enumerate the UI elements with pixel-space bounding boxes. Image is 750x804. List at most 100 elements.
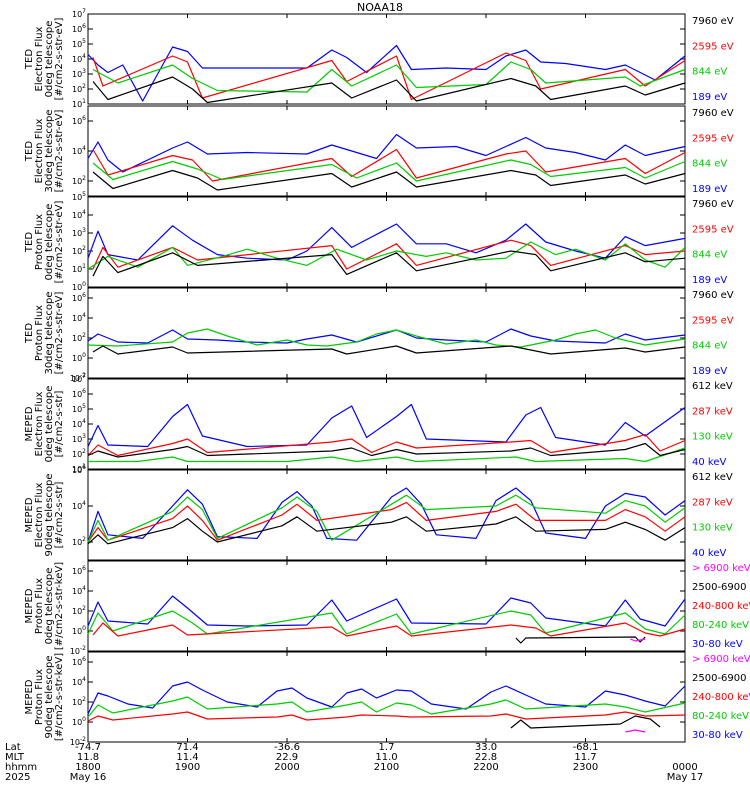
legend-entry: 80-240 keV [692,620,749,631]
series-line-3 [92,159,686,182]
y-axis-label-line: Electron Flux [34,118,45,183]
y-tick-label: 100 [72,625,86,636]
footer-lat-value: -68.1 [573,742,599,753]
legend-entry: 844 eV [692,67,727,78]
legend-entry: 130 keV [692,523,733,534]
y-tick-label: 104 [72,145,86,156]
y-axis-label-line: TED [24,323,35,344]
series-line-1 [87,595,686,627]
y-axis-label-line: [#/cm2-s-str] [54,481,65,548]
footer-date-value: May 16 [70,772,107,783]
y-tick-label: 102 [72,332,86,343]
footer-mlt-value: 22.9 [276,752,298,763]
series-line-3 [88,447,686,463]
footer-date-value: May 17 [667,772,704,783]
y-tick-label: 106 [72,464,86,475]
legend-entry: 844 eV [692,159,727,170]
series-line-2 [87,328,686,348]
y-tick-label: 100 [72,281,86,292]
y-tick-label: 102 [72,696,86,707]
series-line-3 [87,711,686,722]
footer-lat-value: -74.7 [75,742,101,753]
y-axis-label-line: Electron Flux [34,482,45,547]
y-axis-label-line: 90deg telescope [44,473,55,556]
panel-frame [87,13,686,105]
panel-7: 10-2 100 102 104 106 MEPED Proton Flux 0deg tel… [24,560,750,656]
legend-entry: 2500-6900 [692,673,747,684]
legend-entry: 7960 eV [692,199,734,210]
y-tick-label: 104 [72,418,86,429]
y-axis-label-line: 0deg telescope [44,568,55,645]
y-axis-label-line: Proton Flux [34,214,45,270]
legend-entry: > 6900 keV [692,563,750,574]
y-tick-label: 102 [72,448,86,459]
y-tick-label: 104 [72,312,86,323]
y-axis-label-line: [#/cm2-s-str-keV] [54,562,65,650]
legend-entry: 240-800 keV [692,692,750,703]
y-tick-label: 10-2 [70,736,86,747]
y-tick-label: 107 [72,373,86,384]
series-line-2 [92,52,686,101]
footer-lat-value: 71.4 [176,742,198,753]
panel-frame [87,651,686,743]
series-line-4 [510,715,661,729]
series-line-1 [87,487,686,543]
footer-hhmm-value: 2200 [473,762,498,773]
footer-mlt-value: 11.8 [77,752,99,763]
y-tick-label: 102 [72,83,86,94]
series-line-2 [92,148,686,182]
y-axis-label-line: TED [24,232,35,253]
legend-entry: 2595 eV [692,41,734,52]
series-line-3 [87,494,686,543]
series-line-4 [92,76,686,104]
series-line-2 [87,610,686,635]
series-line-1 [87,223,686,261]
y-axis-label-line: Electron Flux [34,26,45,91]
footer-hhmm-value: 1800 [75,762,100,773]
legend-entry: 189 eV [692,366,727,377]
y-axis-label-line: Proton Flux [34,305,45,361]
legend-entry: 189 eV [692,275,727,286]
y-tick-label: 101 [72,263,86,274]
y-tick-label: 100 [72,352,86,363]
y-tick-label: 106 [72,656,86,667]
panel-3: 100 101 102 103 104 105 TED Proton Flux 0deg tel… [24,191,734,292]
legend-entry: 2595 eV [692,224,734,235]
y-axis-label-line: [#/cm2-s-str-eV] [54,110,65,193]
series-line-1 [87,681,686,715]
panel-5: 101 102 103 104 105 106 107 MEPED Electron Flux 0… [24,373,733,474]
footer-row-label: hhmm [5,762,37,773]
series-line-3 [92,61,686,93]
y-tick-label: 102 [72,175,86,186]
y-tick-label: 105 [72,403,86,414]
y-tick-label: 105 [72,191,86,202]
series-line-3 [92,622,686,637]
y-axis-label-line: [#/cm2-s-str] [54,390,65,457]
legend-entry: 287 keV [692,497,733,508]
y-axis-label-line: Electron Flux [34,391,45,456]
y-tick-label: 105 [72,38,86,49]
y-axis-label-line: Proton Flux [34,669,45,725]
y-tick-label: 10-2 [70,645,86,656]
legend-entry: 189 eV [692,92,727,103]
legend-entry: 612 keV [692,381,733,392]
legend-entry: 2500-6900 [692,582,747,593]
y-tick-label: 104 [72,209,86,220]
legend-entry: 30-80 keV [692,730,743,741]
footer-mlt-value: 11.0 [375,752,397,763]
legend-entry: 30-80 keV [692,639,743,650]
footer-mlt-value: 11.7 [574,752,596,763]
series-line-5 [630,638,646,642]
legend-entry: > 6900 keV [692,654,750,665]
y-axis-label-line: 90deg telescope [44,655,55,738]
y-axis-label-line: MEPED [24,588,35,623]
series-line-2 [87,696,686,718]
y-tick-label: 100 [72,716,86,727]
y-tick-label: 102 [72,605,86,616]
panel-6: 102 104 106 MEPED Electron Flux 90deg telesco… [24,464,733,561]
series-line-2 [87,501,686,543]
y-tick-label: 106 [72,565,86,576]
panel-1: 101 102 103 104 105 106 107 TED Electron Flux 0de… [24,8,734,109]
